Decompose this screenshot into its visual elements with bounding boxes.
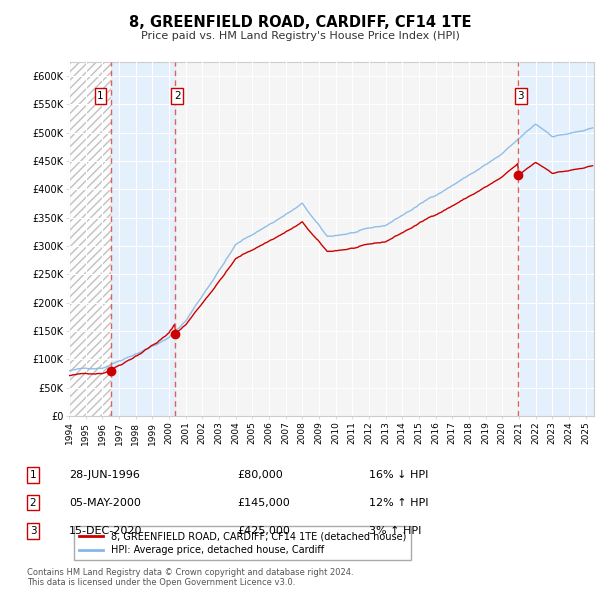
Text: £80,000: £80,000: [237, 470, 283, 480]
Text: 15-DEC-2020: 15-DEC-2020: [69, 526, 143, 536]
Text: 1: 1: [97, 91, 104, 101]
Text: 3% ↑ HPI: 3% ↑ HPI: [369, 526, 421, 536]
Text: 28-JUN-1996: 28-JUN-1996: [69, 470, 140, 480]
Bar: [69, 62, 110, 416]
Legend: 8, GREENFIELD ROAD, CARDIFF, CF14 1TE (detached house), HPI: Average price, deta: 8, GREENFIELD ROAD, CARDIFF, CF14 1TE (d…: [74, 526, 411, 560]
Text: 05-MAY-2000: 05-MAY-2000: [69, 498, 141, 507]
Text: £145,000: £145,000: [237, 498, 290, 507]
Text: 16% ↓ HPI: 16% ↓ HPI: [369, 470, 428, 480]
Text: Contains HM Land Registry data © Crown copyright and database right 2024.
This d: Contains HM Land Registry data © Crown c…: [27, 568, 353, 587]
Text: 3: 3: [29, 526, 37, 536]
Text: 12% ↑ HPI: 12% ↑ HPI: [369, 498, 428, 507]
Text: 2: 2: [174, 91, 181, 101]
Text: Price paid vs. HM Land Registry's House Price Index (HPI): Price paid vs. HM Land Registry's House …: [140, 31, 460, 41]
Text: £425,000: £425,000: [237, 526, 290, 536]
Bar: [69, 62, 110, 416]
Text: 8, GREENFIELD ROAD, CARDIFF, CF14 1TE: 8, GREENFIELD ROAD, CARDIFF, CF14 1TE: [129, 15, 471, 30]
Text: 1: 1: [29, 470, 37, 480]
Bar: [110, 62, 175, 416]
Bar: [518, 62, 594, 416]
Text: 3: 3: [518, 91, 524, 101]
Text: 2: 2: [29, 498, 37, 507]
